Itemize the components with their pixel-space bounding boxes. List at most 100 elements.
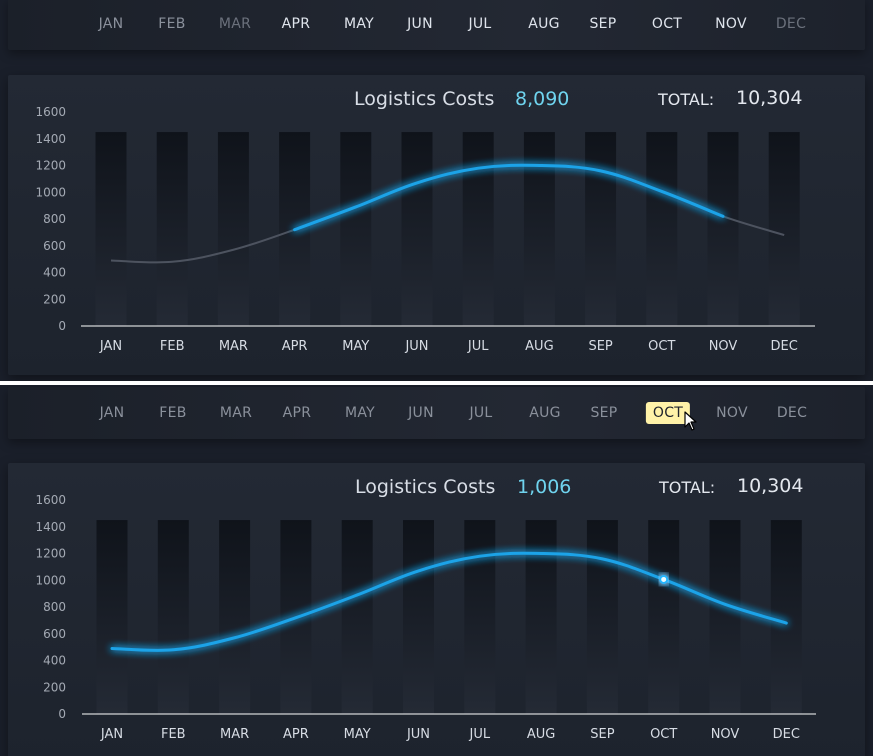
y-tick-label: 400 <box>43 654 66 668</box>
series-line-full <box>110 164 785 264</box>
chart-panel-top: JAN FEB MAR APR MAY JUN JUL AUG SEP OCT NOV DEC 0 20… <box>8 0 865 375</box>
month-tab-mar[interactable]: MAR <box>218 16 252 32</box>
month-tab-feb[interactable]: FEB <box>158 16 186 32</box>
month-tab-jun[interactable]: JUN <box>408 405 434 421</box>
x-tick-label-sep: SEP <box>588 339 612 354</box>
bar-bg-dec <box>770 520 802 714</box>
bar-bg-may <box>340 132 372 326</box>
x-tick-label-jun: JUN <box>404 339 428 354</box>
y-tick-label: 600 <box>43 627 66 641</box>
y-tick-label: 1400 <box>35 132 66 146</box>
month-tab-aug[interactable]: AUG <box>528 16 560 32</box>
y-tick-label: 200 <box>43 292 66 306</box>
line-chart: 0 200 400 600 800 1000 1200 1400 1600 JAN FEB MAR AP… <box>35 493 816 742</box>
bar-bg-aug <box>523 132 555 326</box>
y-tick-label: 0 <box>58 707 66 721</box>
total-value: 10,304 <box>737 475 804 497</box>
month-tab-oct[interactable]: OCT <box>645 402 691 424</box>
bar-bg-jan <box>95 132 127 326</box>
series-line-highlight <box>293 163 725 232</box>
x-tick-label-jul: JUL <box>469 727 491 742</box>
series-line-full <box>111 552 787 652</box>
line-chart: 0 200 400 600 800 1000 1200 1400 1600 JAN FEB MAR AP… <box>35 105 815 354</box>
bar-bg-jun <box>403 520 434 714</box>
bar-bg-mar <box>217 132 249 326</box>
month-tab-may[interactable]: MAY <box>343 16 375 32</box>
x-tick-label-apr: APR <box>282 339 308 354</box>
month-tab-oct[interactable]: OCT <box>651 16 683 32</box>
x-tick-label-nov: NOV <box>709 339 738 354</box>
mouse-cursor-icon <box>684 411 697 431</box>
bar-bg-dec <box>768 132 800 326</box>
month-tab-nov[interactable]: NOV <box>715 16 747 32</box>
month-selector-bar: JAN FEB MAR APR MAY JUN JUL AUG SEP OCT NOV DEC <box>8 387 865 439</box>
selected-cost-value: 1,006 <box>517 476 572 498</box>
x-tick-label-mar: MAR <box>220 727 249 742</box>
bar-bg-may <box>341 520 373 714</box>
bar-bg-oct <box>648 520 680 714</box>
month-tab-jan[interactable]: JAN <box>98 16 124 32</box>
bar-bg-oct <box>646 132 678 326</box>
y-tick-label: 800 <box>43 212 66 226</box>
x-tick-label-may: MAY <box>342 339 369 354</box>
y-tick-label: 1600 <box>35 493 66 507</box>
x-tick-label-feb: FEB <box>161 727 186 742</box>
month-selector-bar: JAN FEB MAR APR MAY JUN JUL AUG SEP OCT NOV DEC <box>8 0 865 50</box>
x-tick-label-nov: NOV <box>711 727 740 742</box>
month-tab-dec[interactable]: DEC <box>775 16 807 32</box>
y-tick-label: 1200 <box>35 547 66 561</box>
month-tab-jun[interactable]: JUN <box>407 16 433 32</box>
selected-cost-value: 8,090 <box>515 88 570 110</box>
bar-bg-nov <box>709 520 741 714</box>
month-tab-sep[interactable]: SEP <box>589 16 617 32</box>
x-tick-label-jun: JUN <box>406 727 430 742</box>
chart-panel-bottom: JAN FEB MAR APR MAY JUN JUL AUG SEP OCT NOV DEC 0 20… <box>0 385 873 756</box>
x-tick-label-aug: AUG <box>527 727 555 742</box>
month-tab-apr[interactable]: APR <box>281 16 311 32</box>
total-value: 10,304 <box>736 87 803 109</box>
x-tick-label-mar: MAR <box>219 339 248 354</box>
x-tick-label-oct: OCT <box>648 339 675 354</box>
month-tab-nov[interactable]: NOV <box>716 405 748 421</box>
bar-bg-sep <box>586 520 618 714</box>
month-tab-jul[interactable]: JUL <box>468 16 492 32</box>
bar-bg-jun <box>401 132 433 326</box>
month-tab-apr[interactable]: APR <box>282 405 312 421</box>
month-tab-jul[interactable]: JUL <box>469 405 493 421</box>
month-tab-jan[interactable]: JAN <box>99 405 125 421</box>
chart-title: Logistics Costs <box>354 88 495 110</box>
chart-title: Logistics Costs <box>355 476 496 498</box>
x-tick-label-jan: JAN <box>99 339 122 354</box>
bar-bg-nov <box>707 132 739 326</box>
x-tick-label-dec: DEC <box>773 727 800 742</box>
panel-divider <box>0 381 873 385</box>
x-tick-label-jan: JAN <box>100 727 123 742</box>
month-tab-may[interactable]: MAY <box>344 405 376 421</box>
month-tab-dec[interactable]: DEC <box>776 405 808 421</box>
total-label: TOTAL: <box>658 90 715 109</box>
y-tick-label: 800 <box>43 600 66 614</box>
x-tick-label-feb: FEB <box>160 339 185 354</box>
month-tab-mar[interactable]: MAR <box>219 405 253 421</box>
selected-data-point[interactable] <box>659 574 669 584</box>
bar-bg-feb <box>156 132 188 326</box>
x-tick-label-jul: JUL <box>467 339 489 354</box>
bar-bg-mar <box>219 520 251 714</box>
x-tick-label-aug: AUG <box>525 339 553 354</box>
bar-bg-jul <box>462 132 494 326</box>
bar-bg-aug <box>525 520 557 714</box>
month-tab-aug[interactable]: AUG <box>529 405 561 421</box>
x-tick-label-apr: APR <box>283 727 309 742</box>
month-tab-sep[interactable]: SEP <box>590 405 618 421</box>
y-tick-label: 1000 <box>35 573 66 587</box>
y-tick-label: 1600 <box>35 105 66 119</box>
bar-bg-jul <box>464 520 496 714</box>
x-tick-label-sep: SEP <box>590 727 614 742</box>
y-tick-label: 0 <box>58 319 66 333</box>
month-tab-feb[interactable]: FEB <box>159 405 187 421</box>
x-tick-label-oct: OCT <box>650 727 677 742</box>
y-tick-label: 600 <box>43 239 66 253</box>
x-tick-label-may: MAY <box>344 727 371 742</box>
total-label: TOTAL: <box>659 478 716 497</box>
y-tick-label: 1400 <box>35 520 66 534</box>
